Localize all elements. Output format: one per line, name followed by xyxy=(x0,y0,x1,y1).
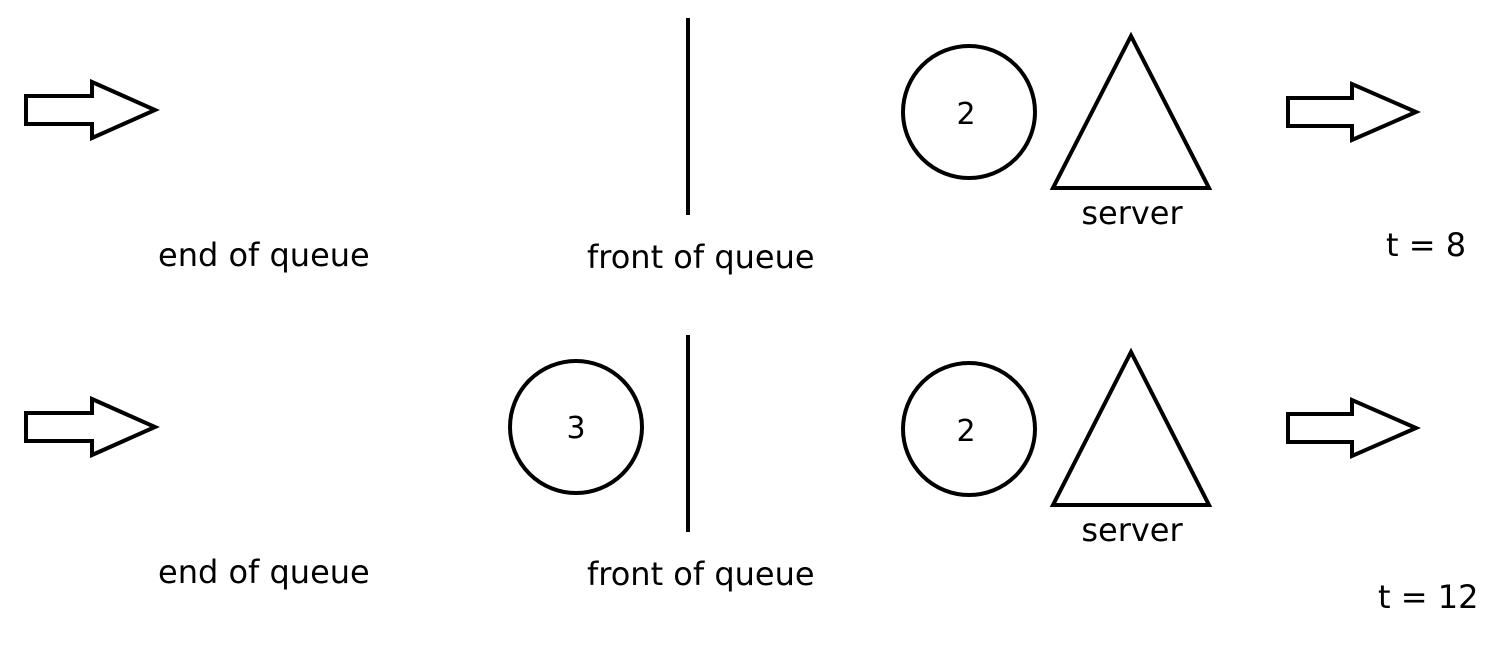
arrival-arrow-icon xyxy=(24,78,160,142)
server-label: server xyxy=(1081,511,1183,549)
arrival-arrow-icon xyxy=(24,395,160,459)
customer-number: 2 xyxy=(956,414,975,449)
customer-number: 3 xyxy=(566,411,585,446)
front-of-queue-label: front of queue xyxy=(587,555,815,593)
server-triangle-icon xyxy=(1049,347,1213,507)
time-label: t = 8 xyxy=(1386,226,1466,264)
customer-circle-icon xyxy=(901,44,1037,180)
end-of-queue-label: end of queue xyxy=(158,236,370,274)
server-label: server xyxy=(1081,194,1183,232)
time-label: t = 12 xyxy=(1378,578,1478,616)
front-of-queue-label: front of queue xyxy=(587,238,815,276)
departure-arrow-icon xyxy=(1286,396,1421,460)
customer-number: 2 xyxy=(956,97,975,132)
customer-circle-icon xyxy=(508,359,644,495)
queue-row-2: end of queue 3 front of queue 2 server t… xyxy=(24,335,1478,616)
server-triangle-icon xyxy=(1049,31,1213,190)
end-of-queue-label: end of queue xyxy=(158,553,370,591)
departure-arrow-icon xyxy=(1286,80,1421,144)
customer-circle-icon xyxy=(901,361,1037,497)
queue-row-1: end of queue front of queue 2 server t =… xyxy=(24,18,1466,276)
